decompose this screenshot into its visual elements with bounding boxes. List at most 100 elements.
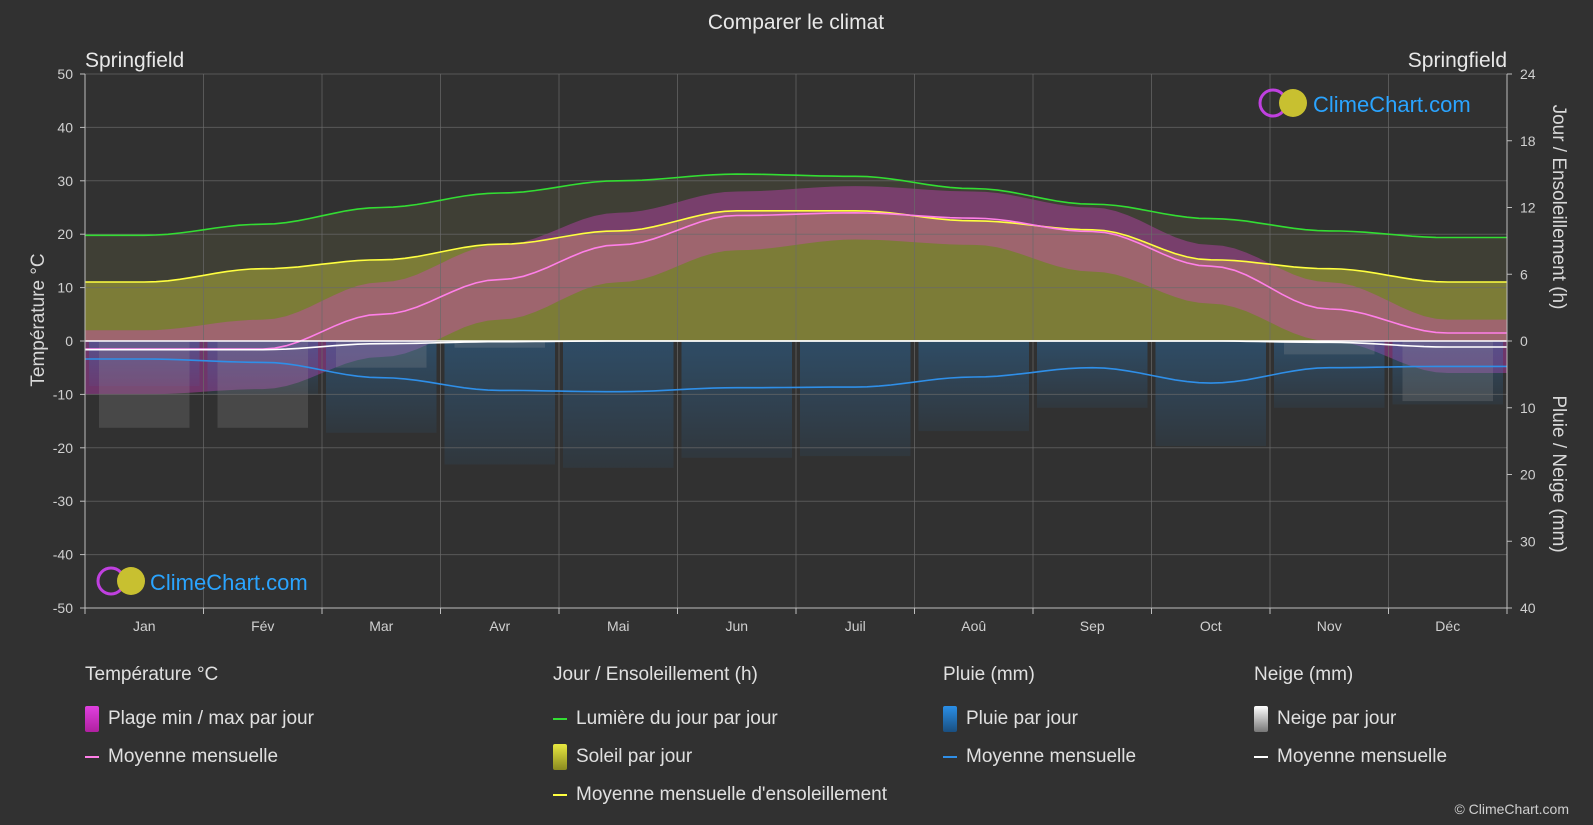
y-left-axis-label: Température °C [28, 253, 49, 386]
rain-bar [681, 341, 792, 458]
rain-bar [1037, 341, 1148, 408]
y-left-tick-label: 40 [57, 119, 73, 135]
snow-swatch [1254, 706, 1268, 732]
legend-sunshine-label: Soleil par jour [576, 746, 693, 767]
precipitation-area [89, 341, 1503, 468]
y-right-top-tick-label: 18 [1520, 133, 1536, 149]
legend-temp-range-label: Plage min / max par jour [108, 708, 314, 729]
x-tick-label: Jan [133, 618, 156, 634]
legend-snow-mean-label: Moyenne mensuelle [1277, 746, 1448, 767]
legend-rain-daily: Pluie par jour [943, 700, 1136, 738]
legend-snow-daily: Neige par jour [1254, 700, 1447, 738]
y-right-top-tick-label: 6 [1520, 266, 1528, 282]
legend-snow-daily-label: Neige par jour [1277, 708, 1397, 729]
sunshine-mean-line [85, 210, 1507, 283]
snow-mean-swatch [1254, 756, 1268, 758]
legend-sunshine: Soleil par jour [553, 738, 887, 776]
watermark-bottom-text: ClimeChart.com [150, 570, 308, 595]
x-tick-label: Sep [1080, 618, 1105, 634]
rain-mean-swatch [943, 756, 957, 758]
y-left-tick-label: 30 [57, 173, 73, 189]
y-right-top-axis-label: Jour / Ensoleillement (h) [1548, 105, 1569, 310]
rain-bar [563, 341, 674, 468]
x-tick-label: Jun [725, 618, 748, 634]
chart-title: Comparer le climat [708, 11, 884, 34]
x-tick-label: Fév [251, 618, 274, 634]
watermark-top: ClimeChart.com [1258, 88, 1471, 118]
location-left: Springfield [85, 49, 184, 72]
y-left-tick-label: -50 [53, 600, 73, 616]
y-right-top-tick-label: 0 [1520, 333, 1528, 349]
snow-bar [99, 341, 190, 428]
legend-rain: Pluie (mm) Pluie par jour Moyenne mensue… [943, 662, 1136, 776]
y-left-tick-label: -40 [53, 547, 73, 563]
snow-bar [217, 341, 308, 428]
y-right-top-tick-label: 12 [1520, 200, 1536, 216]
x-tick-label: Mai [607, 618, 630, 634]
legend-temp-mean-label: Moyenne mensuelle [108, 746, 279, 767]
legend-snow-mean: Moyenne mensuelle [1254, 738, 1447, 776]
y-left-tick-label: 10 [57, 280, 73, 296]
legend-sun: Jour / Ensoleillement (h) Lumière du jou… [553, 662, 887, 814]
snow-bar [336, 341, 427, 368]
y-left-tick-label: -10 [53, 386, 73, 402]
location-right: Springfield [1408, 49, 1507, 72]
y-left-tick-label: 20 [57, 226, 73, 242]
rain-bar [800, 341, 911, 457]
x-tick-label: Avr [489, 618, 510, 634]
rain-bar [326, 341, 437, 433]
copyright: © ClimeChart.com [1454, 801, 1569, 817]
x-tick-label: Oct [1200, 618, 1222, 634]
y-left-tick-label: -30 [53, 493, 73, 509]
logo-sun-icon [1279, 89, 1307, 117]
rain-mean-line [85, 358, 1507, 393]
daylight-line [85, 173, 1507, 239]
y-right-bottom-tick-label: 40 [1520, 600, 1536, 616]
legend-rain-daily-label: Pluie par jour [966, 708, 1078, 729]
watermark-top-text: ClimeChart.com [1313, 92, 1471, 117]
logo-sun-icon [117, 567, 145, 595]
y-left-tick-label: 50 [57, 66, 73, 82]
legend-rain-mean: Moyenne mensuelle [943, 738, 1136, 776]
sunshine-swatch [553, 744, 567, 770]
legend-sun-mean: Moyenne mensuelle d'ensoleillement [553, 776, 887, 814]
y-right-top-tick-label: 24 [1520, 66, 1536, 82]
rain-bar [1274, 341, 1385, 408]
legend-snow: Neige (mm) Neige par jour Moyenne mensue… [1254, 662, 1447, 776]
daylight-swatch [553, 718, 567, 720]
legend-daylight-label: Lumière du jour par jour [576, 708, 778, 729]
x-tick-label: Aoû [961, 618, 986, 634]
x-tick-label: Nov [1317, 618, 1342, 634]
legend-temp-range: Plage min / max par jour [85, 700, 314, 738]
legend-temperature-title: Température °C [85, 664, 219, 685]
temp-range-swatch [85, 706, 99, 732]
axes: 50 40 30 20 10 0 -10 -20 -30 -40 -50 24 18 12 6 0 10 20 30… [53, 66, 1536, 634]
legend-rain-mean-label: Moyenne mensuelle [966, 746, 1137, 767]
snow-bar [1284, 341, 1375, 355]
x-tick-label: Juil [845, 618, 866, 634]
temp-mean-line [85, 211, 1507, 350]
legend-sun-title: Jour / Ensoleillement (h) [553, 664, 758, 685]
rain-bar [1155, 341, 1266, 447]
rain-swatch [943, 706, 957, 732]
legend-temperature: Température °C Plage min / max par jour … [85, 662, 314, 776]
y-right-bottom-tick-label: 20 [1520, 467, 1536, 483]
climate-chart: 50 40 30 20 10 0 -10 -20 -30 -40 -50 24 18 12 6 0 10 20 30… [28, 11, 1569, 634]
snow-bar [454, 341, 545, 348]
rain-bar [444, 341, 555, 465]
y-right-bottom-tick-label: 30 [1520, 533, 1536, 549]
rain-bar [918, 341, 1029, 432]
legend-temp-mean: Moyenne mensuelle [85, 738, 314, 776]
legend-daylight: Lumière du jour par jour [553, 700, 887, 738]
legend-sun-mean-label: Moyenne mensuelle d'ensoleillement [576, 784, 887, 805]
x-tick-label: Déc [1435, 618, 1460, 634]
series-lines [85, 173, 1507, 393]
x-tick-label: Mar [369, 618, 393, 634]
y-left-tick-label: -20 [53, 440, 73, 456]
legend: Température °C Plage min / max par jour … [0, 662, 1593, 805]
snow-bar [1402, 341, 1493, 402]
sun-mean-swatch [553, 794, 567, 796]
legend-rain-title: Pluie (mm) [943, 664, 1035, 685]
y-right-bottom-tick-label: 10 [1520, 400, 1536, 416]
y-right-bottom-axis-label: Pluie / Neige (mm) [1548, 395, 1569, 552]
